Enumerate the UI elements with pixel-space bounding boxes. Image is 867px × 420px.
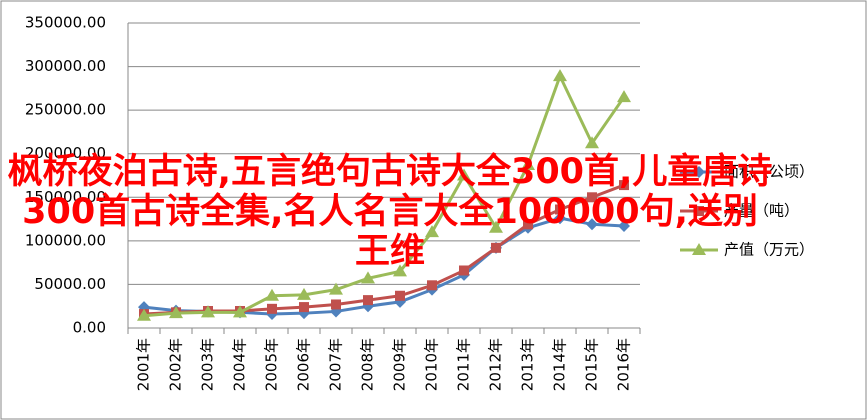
point bbox=[587, 192, 597, 203]
point bbox=[331, 299, 341, 310]
y-tick-label: 50000.00 bbox=[34, 275, 106, 293]
point bbox=[554, 212, 566, 225]
x-tick-label: 2008年 bbox=[359, 338, 377, 391]
x-tick-label: 2012年 bbox=[487, 338, 505, 391]
x-tick-label: 2013年 bbox=[519, 338, 537, 391]
point bbox=[555, 204, 565, 215]
point bbox=[363, 295, 373, 306]
point bbox=[427, 280, 437, 291]
y-tick-label: 250000.00 bbox=[25, 101, 106, 119]
x-tick-label: 2001年 bbox=[135, 338, 153, 391]
legend-label: 产量（吨） bbox=[724, 202, 799, 220]
x-tick-label: 2009年 bbox=[391, 338, 409, 391]
point bbox=[393, 264, 407, 277]
legend-label: 产值（万元） bbox=[724, 241, 814, 259]
point bbox=[617, 90, 631, 103]
x-tick-label: 2016年 bbox=[615, 338, 633, 391]
point bbox=[267, 303, 277, 314]
x-tick-label: 2014年 bbox=[551, 338, 569, 391]
point bbox=[297, 287, 311, 300]
point bbox=[233, 305, 247, 318]
x-tick-label: 2004年 bbox=[231, 338, 249, 391]
y-tick-label: 200000.00 bbox=[25, 144, 106, 162]
point bbox=[457, 168, 471, 181]
point bbox=[585, 136, 599, 149]
y-tick-label: 0.00 bbox=[73, 319, 106, 337]
point bbox=[265, 288, 279, 301]
point bbox=[619, 180, 629, 191]
point bbox=[491, 242, 501, 253]
point bbox=[586, 218, 598, 231]
x-tick-label: 2011年 bbox=[455, 338, 473, 391]
x-tick-label: 2010年 bbox=[423, 338, 441, 391]
y-tick-label: 150000.00 bbox=[25, 188, 106, 206]
y-tick-label: 300000.00 bbox=[25, 57, 106, 75]
point bbox=[521, 158, 535, 171]
series-line bbox=[143, 72, 626, 318]
legend-marker bbox=[692, 243, 706, 255]
point bbox=[169, 306, 183, 319]
point bbox=[523, 219, 533, 230]
x-tick-label: 2007年 bbox=[327, 338, 345, 391]
x-tick-label: 2002年 bbox=[167, 338, 185, 391]
point bbox=[299, 302, 309, 313]
point bbox=[329, 282, 343, 295]
x-tick-label: 2015年 bbox=[583, 338, 601, 391]
x-tick-label: 2003年 bbox=[199, 338, 217, 391]
point bbox=[137, 308, 151, 321]
x-tick-label: 2005年 bbox=[263, 338, 281, 391]
y-tick-label: 100000.00 bbox=[25, 231, 106, 249]
y-tick-label: 350000.00 bbox=[25, 14, 106, 32]
point bbox=[201, 305, 215, 318]
point bbox=[553, 69, 567, 82]
point bbox=[459, 265, 469, 276]
point bbox=[395, 290, 405, 301]
legend-label: 面积（公顷） bbox=[724, 163, 814, 181]
overlay-title: 枫桥夜泊古诗,五言绝句古诗大全300首,儿童唐诗300首古诗全集,名人名言大全1… bbox=[7, 152, 773, 272]
x-tick-label: 2006年 bbox=[295, 338, 313, 391]
point bbox=[618, 220, 630, 233]
point bbox=[361, 271, 375, 284]
legend-marker bbox=[694, 206, 704, 216]
point bbox=[489, 220, 503, 233]
legend-marker bbox=[693, 166, 705, 178]
point bbox=[425, 225, 439, 238]
